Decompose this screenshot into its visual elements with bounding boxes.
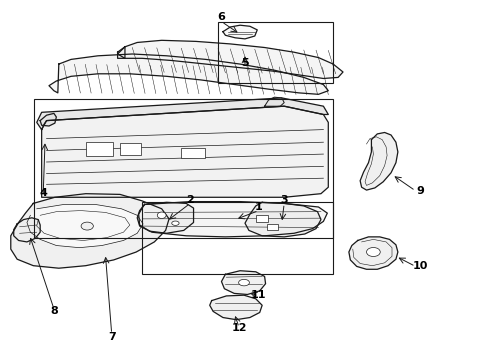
Text: 6: 6 (218, 12, 225, 22)
Polygon shape (137, 202, 327, 237)
Polygon shape (40, 113, 56, 126)
Text: 8: 8 (50, 306, 58, 316)
Polygon shape (118, 40, 343, 78)
Polygon shape (27, 204, 143, 248)
Ellipse shape (172, 221, 179, 225)
Text: 10: 10 (413, 261, 428, 271)
Text: 9: 9 (416, 186, 424, 196)
FancyBboxPatch shape (267, 224, 278, 230)
Polygon shape (139, 202, 194, 233)
Text: 1: 1 (255, 202, 263, 212)
Polygon shape (360, 132, 398, 190)
FancyBboxPatch shape (256, 215, 268, 222)
Polygon shape (14, 218, 40, 242)
Polygon shape (210, 295, 262, 320)
Polygon shape (221, 271, 266, 294)
Text: 12: 12 (231, 323, 247, 333)
Text: 4: 4 (39, 188, 47, 198)
FancyBboxPatch shape (86, 142, 113, 156)
Ellipse shape (157, 212, 166, 219)
Polygon shape (11, 194, 169, 268)
Bar (218, 22, 333, 83)
Ellipse shape (81, 222, 94, 230)
Text: 3: 3 (280, 195, 288, 205)
Polygon shape (223, 25, 257, 39)
Polygon shape (245, 202, 321, 237)
Ellipse shape (239, 279, 249, 286)
Bar (142, 202, 333, 274)
Text: 11: 11 (251, 290, 267, 300)
Bar (34, 99, 333, 238)
FancyBboxPatch shape (181, 148, 205, 158)
Ellipse shape (367, 248, 380, 256)
Polygon shape (265, 97, 284, 106)
Text: 7: 7 (108, 332, 116, 342)
Polygon shape (118, 47, 125, 58)
Text: 5: 5 (241, 58, 249, 68)
FancyBboxPatch shape (120, 143, 141, 155)
Polygon shape (42, 106, 328, 197)
Polygon shape (37, 98, 328, 130)
Text: 2: 2 (186, 195, 194, 205)
Polygon shape (349, 237, 398, 269)
Polygon shape (49, 54, 328, 94)
